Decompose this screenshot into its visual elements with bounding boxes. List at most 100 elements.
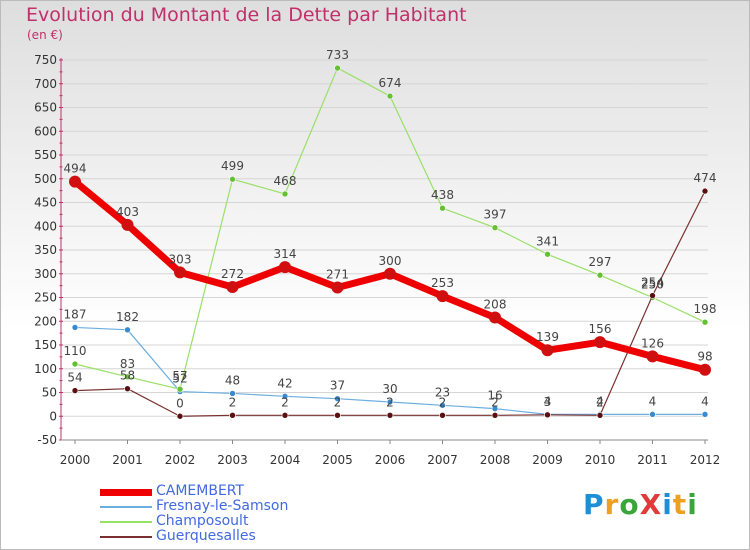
data-label: 397: [484, 208, 507, 222]
data-point: [491, 224, 499, 231]
data-point: [386, 398, 394, 406]
y-tick-label: 400: [34, 219, 57, 233]
data-point: [71, 360, 79, 368]
logo-letter: r: [604, 488, 620, 521]
data-point: [544, 250, 551, 258]
x-tick-label: 2000: [60, 453, 91, 467]
y-tick-label: -50: [37, 433, 57, 447]
data-point: [489, 311, 501, 324]
data-label: 2: [596, 395, 604, 409]
y-tick-label: 200: [34, 314, 57, 328]
chart-unit: (en €): [27, 28, 63, 42]
data-point: [71, 387, 79, 394]
data-label: 2: [439, 395, 447, 409]
logo-letter: P: [583, 488, 605, 521]
legend-swatch: [100, 521, 152, 523]
data-point: [69, 175, 81, 188]
data-point: [699, 363, 711, 376]
legend-swatch: [100, 488, 152, 496]
data-point: [384, 267, 396, 280]
data-label: 499: [221, 159, 244, 173]
data-label: 314: [274, 247, 297, 261]
data-label: 110: [64, 344, 87, 358]
y-tick-label: 650: [34, 101, 57, 115]
legend-label: Champosoult: [156, 513, 249, 529]
x-tick-label: 2009: [532, 453, 563, 467]
data-point: [596, 271, 604, 279]
x-tick-label: 2006: [375, 453, 406, 467]
data-label: 30: [382, 382, 397, 396]
data-point: [281, 190, 289, 198]
data-label: 57: [172, 369, 187, 383]
data-label: 2: [491, 395, 499, 409]
data-point: [121, 218, 134, 231]
logo-letter: i: [662, 488, 673, 521]
data-label: 272: [221, 267, 244, 281]
data-label: 2: [386, 395, 394, 409]
data-point: [649, 292, 656, 299]
legend-swatch: [100, 536, 152, 538]
data-label: 16: [487, 389, 502, 403]
data-label: 126: [641, 336, 664, 350]
data-label: 83: [120, 357, 135, 371]
data-point: [646, 350, 659, 363]
x-tick-label: 2003: [217, 453, 248, 467]
y-tick-label: 750: [34, 53, 57, 67]
data-label: 42: [277, 376, 292, 390]
y-tick-label: 250: [34, 291, 57, 305]
data-point: [226, 281, 239, 294]
data-point: [124, 373, 131, 381]
data-point: [701, 411, 709, 418]
data-point: [176, 412, 184, 420]
data-label: 4: [596, 394, 604, 408]
data-point: [229, 175, 236, 183]
data-point: [386, 92, 394, 100]
x-tick-label: 2004: [270, 453, 301, 467]
data-point: [649, 411, 656, 418]
data-point: [701, 187, 709, 195]
data-label: 156: [589, 322, 612, 336]
data-label: 208: [484, 297, 507, 311]
data-label: 4: [701, 394, 709, 408]
data-label: 187: [64, 307, 87, 321]
x-tick-label: 2005: [322, 453, 353, 467]
x-tick-label: 2011: [637, 453, 668, 467]
data-label: 52: [172, 372, 187, 386]
data-label: 48: [225, 373, 240, 387]
data-label: 303: [169, 252, 192, 266]
y-tick-label: 600: [34, 124, 57, 138]
data-label: 139: [536, 330, 559, 344]
data-point: [174, 266, 186, 279]
data-label: 0: [176, 396, 184, 410]
data-label: 250: [641, 278, 664, 292]
x-tick-label: 2002: [165, 453, 196, 467]
data-label: 182: [116, 310, 139, 324]
logo-letter: X: [639, 488, 663, 521]
data-point: [439, 402, 446, 409]
data-point: [124, 385, 131, 393]
data-label: 733: [326, 48, 349, 62]
data-label: 198: [694, 302, 717, 316]
logo-letter: t: [672, 488, 688, 521]
data-label: 37: [330, 379, 345, 393]
y-tick-label: 550: [34, 148, 57, 162]
data-point: [176, 385, 184, 393]
data-point: [334, 395, 341, 402]
data-point: [544, 411, 551, 419]
data-label: 54: [67, 371, 82, 385]
data-label: 3: [544, 395, 552, 409]
y-tick-label: 100: [34, 362, 57, 376]
data-label: 474: [694, 171, 717, 185]
data-label: 2: [281, 395, 289, 409]
x-tick-label: 2012: [690, 453, 721, 467]
data-point: [124, 326, 131, 334]
data-label: 341: [536, 234, 559, 248]
data-label: 403: [116, 205, 139, 219]
data-label: 23: [435, 385, 450, 399]
data-label: 4: [649, 394, 657, 408]
data-point: [334, 411, 341, 419]
y-tick-label: 700: [34, 77, 57, 91]
data-label: 494: [64, 162, 87, 176]
data-label: 438: [431, 188, 454, 202]
